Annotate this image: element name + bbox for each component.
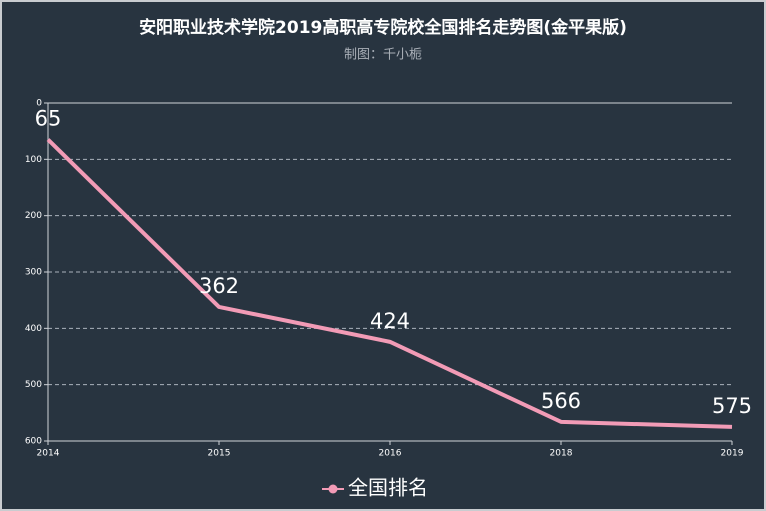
y-tick-label: 400 (25, 324, 42, 334)
data-label: 575 (712, 394, 752, 418)
y-tick-label: 500 (25, 380, 42, 390)
chart-subtitle: 制图：千小栀 (344, 48, 422, 63)
data-label: 424 (370, 309, 410, 333)
x-tick-label: 2018 (550, 449, 573, 459)
y-tick-label: 100 (25, 155, 42, 165)
series-line (46, 138, 733, 429)
x-tick-label: 2016 (379, 449, 402, 459)
data-label: 362 (199, 274, 239, 298)
y-tick-label: 0 (36, 99, 42, 109)
x-tick-label: 2019 (721, 449, 744, 459)
x-tick-label: 2014 (37, 449, 60, 459)
legend-label: 全国排名 (348, 476, 428, 500)
x-tick-label: 2015 (208, 449, 231, 459)
chart-title: 安阳职业技术学院2019高职高专院校全国排名走势图(金平果版) (139, 17, 627, 38)
legend-marker (328, 484, 338, 494)
data-label: 65 (35, 107, 62, 131)
data-label: 566 (541, 389, 581, 413)
y-tick-label: 200 (25, 211, 42, 221)
y-tick-label: 300 (25, 268, 42, 278)
y-tick-label: 600 (25, 437, 42, 447)
